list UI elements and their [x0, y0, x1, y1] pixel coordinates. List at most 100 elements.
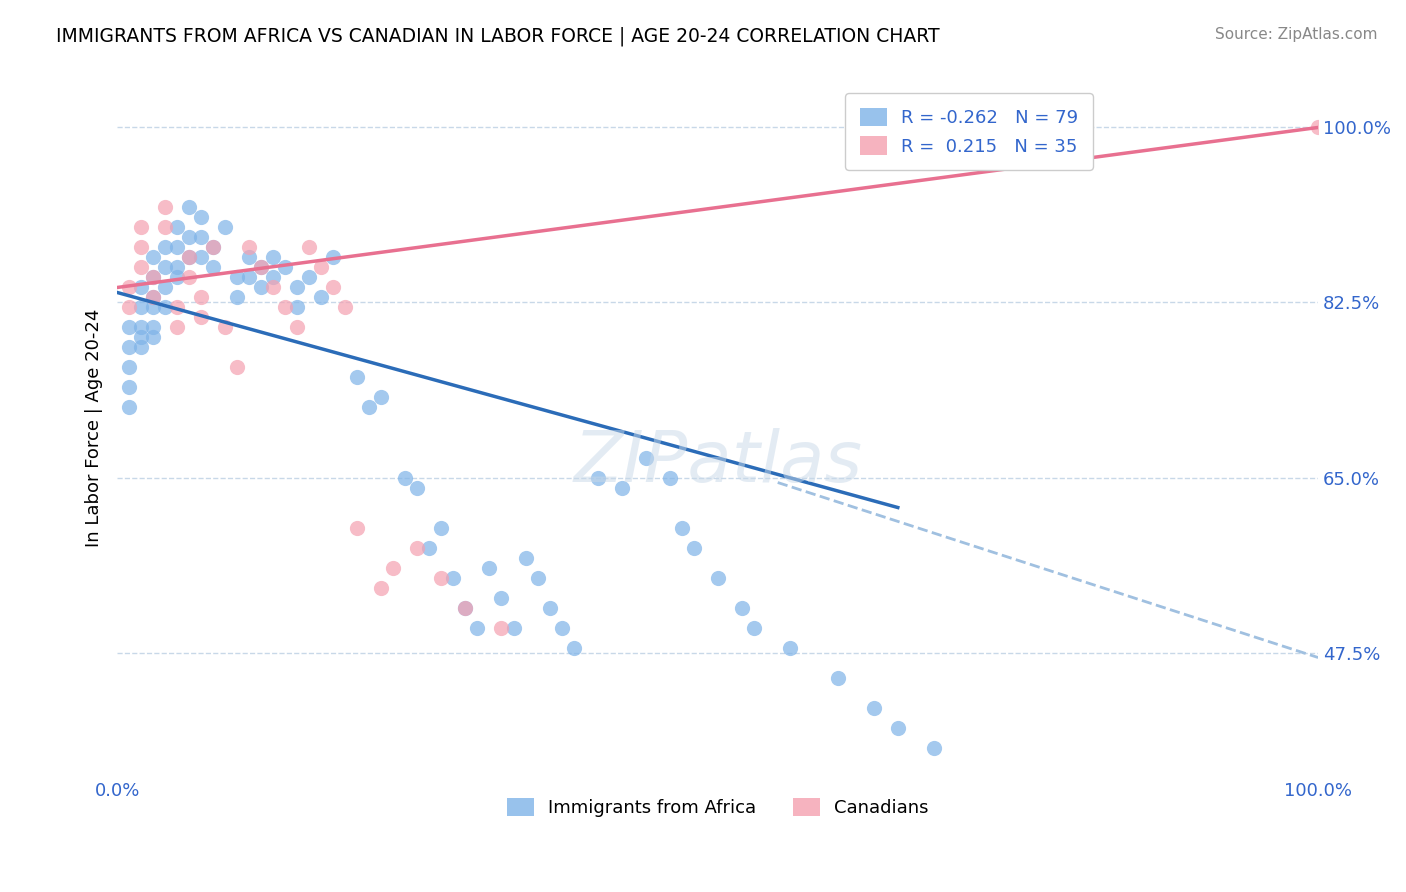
Point	[274, 260, 297, 275]
Point	[155, 220, 177, 235]
Point	[155, 201, 177, 215]
Point	[214, 220, 236, 235]
Point	[155, 280, 177, 294]
Point	[478, 560, 501, 574]
Point	[526, 570, 548, 584]
Point	[1308, 120, 1330, 135]
Point	[515, 550, 537, 565]
Point	[166, 270, 188, 285]
Point	[238, 270, 260, 285]
Point	[454, 600, 477, 615]
Point	[179, 251, 201, 265]
Point	[179, 251, 201, 265]
Point	[129, 220, 152, 235]
Legend: Immigrants from Africa, Canadians: Immigrants from Africa, Canadians	[499, 790, 936, 824]
Point	[238, 251, 260, 265]
Point	[274, 301, 297, 315]
Point	[179, 270, 201, 285]
Point	[142, 290, 165, 304]
Y-axis label: In Labor Force | Age 20-24: In Labor Force | Age 20-24	[86, 309, 103, 547]
Point	[142, 301, 165, 315]
Point	[887, 721, 910, 735]
Point	[250, 260, 273, 275]
Point	[202, 240, 225, 254]
Point	[322, 251, 344, 265]
Point	[346, 520, 368, 534]
Point	[862, 700, 884, 714]
Point	[166, 220, 188, 235]
Point	[311, 290, 333, 304]
Point	[922, 740, 945, 755]
Point	[430, 520, 453, 534]
Point	[262, 251, 284, 265]
Point	[706, 570, 728, 584]
Point	[346, 370, 368, 384]
Point	[118, 360, 141, 375]
Point	[491, 621, 513, 635]
Point	[129, 280, 152, 294]
Point	[370, 581, 392, 595]
Text: ZIPatlas: ZIPatlas	[574, 428, 862, 497]
Point	[166, 320, 188, 334]
Point	[394, 470, 416, 484]
Point	[382, 560, 405, 574]
Point	[322, 280, 344, 294]
Point	[262, 270, 284, 285]
Point	[190, 290, 212, 304]
Point	[179, 201, 201, 215]
Point	[202, 240, 225, 254]
Point	[155, 260, 177, 275]
Point	[129, 330, 152, 344]
Point	[129, 260, 152, 275]
Text: IMMIGRANTS FROM AFRICA VS CANADIAN IN LABOR FORCE | AGE 20-24 CORRELATION CHART: IMMIGRANTS FROM AFRICA VS CANADIAN IN LA…	[56, 27, 939, 46]
Point	[226, 270, 249, 285]
Point	[562, 640, 585, 655]
Point	[190, 251, 212, 265]
Point	[779, 640, 801, 655]
Point	[550, 621, 572, 635]
Point	[250, 280, 273, 294]
Point	[155, 240, 177, 254]
Point	[118, 320, 141, 334]
Point	[610, 481, 633, 495]
Point	[129, 341, 152, 355]
Point	[166, 240, 188, 254]
Point	[190, 230, 212, 244]
Point	[454, 600, 477, 615]
Point	[370, 391, 392, 405]
Point	[335, 301, 357, 315]
Point	[827, 671, 849, 685]
Point	[129, 240, 152, 254]
Point	[166, 260, 188, 275]
Point	[155, 301, 177, 315]
Point	[285, 301, 308, 315]
Point	[202, 260, 225, 275]
Point	[250, 260, 273, 275]
Point	[142, 290, 165, 304]
Point	[682, 541, 704, 555]
Point	[634, 450, 657, 465]
Point	[238, 240, 260, 254]
Point	[118, 380, 141, 394]
Point	[538, 600, 561, 615]
Point	[502, 621, 524, 635]
Point	[359, 401, 381, 415]
Point	[418, 541, 440, 555]
Point	[443, 570, 465, 584]
Point	[658, 470, 681, 484]
Text: Source: ZipAtlas.com: Source: ZipAtlas.com	[1215, 27, 1378, 42]
Point	[285, 320, 308, 334]
Point	[142, 320, 165, 334]
Point	[142, 330, 165, 344]
Point	[586, 470, 609, 484]
Point	[298, 270, 321, 285]
Point	[226, 290, 249, 304]
Point	[179, 230, 201, 244]
Point	[406, 481, 429, 495]
Point	[190, 310, 212, 325]
Point	[118, 401, 141, 415]
Point	[214, 320, 236, 334]
Point	[731, 600, 754, 615]
Point	[142, 251, 165, 265]
Point	[285, 280, 308, 294]
